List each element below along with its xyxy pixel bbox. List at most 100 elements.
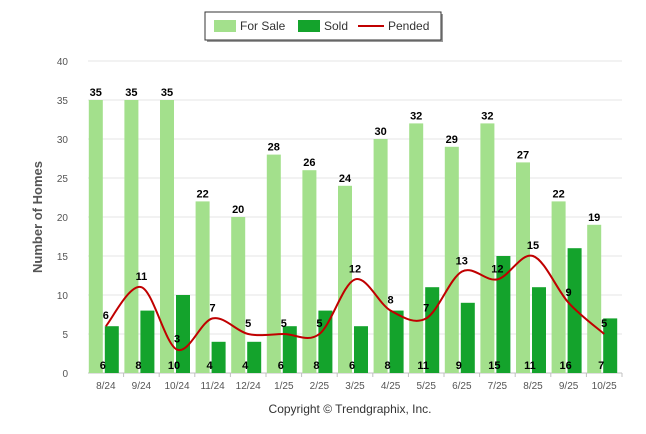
for-sale-bar [88,100,103,373]
sold-bar [318,310,333,373]
y-tick-label: 35 [57,96,69,107]
for-sale-bar [160,100,174,373]
sold-bar [354,326,368,373]
for-sale-value-label: 26 [303,157,315,169]
legend: For Sale Sold Pended [204,11,443,42]
sold-bar [211,341,226,373]
for-sale-value-label: 22 [552,188,564,200]
for-sale-bar [124,100,139,373]
x-tick-label: 3/25 [345,381,365,392]
sold-value-label: 8 [313,360,319,372]
for-sale-value-label: 27 [517,149,529,161]
x-tick-label: 4/25 [381,381,401,392]
for-sale-value-label: 22 [196,188,208,200]
y-tick-label: 10 [57,291,69,302]
for-sale-value-label: 35 [90,87,102,99]
sold-value-label: 4 [242,360,249,372]
for-sale-value-label: 24 [339,173,352,185]
for-sale-value-label: 28 [268,142,280,154]
x-tick-label: 11/24 [200,381,225,392]
x-tick-label: 10/25 [592,381,617,392]
x-tick-label: 2/25 [310,381,330,392]
pended-value-label: 5 [281,318,287,330]
for-sale-bar [516,162,530,373]
pended-value-label: 6 [103,310,109,322]
for-sale-bar [266,154,281,373]
for-sale-bar [444,146,459,373]
x-tick-label: 12/24 [236,381,261,392]
y-tick-label: 40 [57,57,69,68]
x-tick-label: 5/25 [416,381,436,392]
sold-bar [247,341,262,373]
sold-value-label: 8 [385,360,391,372]
for-sale-value-label: 30 [374,126,386,138]
for-sale-value-label: 32 [410,110,422,122]
for-sale-bar [195,201,210,373]
legend-box [204,11,442,41]
sold-value-label: 9 [456,360,462,372]
sold-value-label: 16 [559,360,571,372]
legend-label-sold: Sold [324,19,348,33]
for-sale-bar [338,185,352,373]
pended-value-label: 15 [527,240,539,252]
pended-value-label: 12 [491,263,503,275]
pended-line [105,254,605,351]
sold-value-label: 6 [100,360,106,372]
x-tick-label: 10/24 [164,381,189,392]
sold-value-label: 6 [278,360,284,372]
pended-value-label: 5 [245,318,251,330]
pended-value-label: 5 [601,318,607,330]
sold-bar [389,310,404,373]
sold-bar [140,310,155,373]
x-tick-label: 7/25 [488,381,508,392]
pended-value-label: 7 [423,302,429,314]
for-sale-value-label: 29 [446,134,458,146]
pended-value-label: 12 [349,263,361,275]
y-tick-label: 15 [57,252,69,263]
sold-bar [104,326,119,373]
pended-line-group [105,254,605,351]
pended-value-label: 8 [388,295,394,307]
for-sale-bar [587,224,602,373]
for-sale-bar [409,123,424,374]
legend-label-pended: Pended [388,19,429,33]
pended-value-label: 7 [210,302,216,314]
y-tick-label: 0 [62,369,68,380]
for-sale-value-label: 32 [481,110,493,122]
sold-value-label: 7 [598,360,604,372]
for-sale-value-label: 35 [125,87,137,99]
sold-bar [603,318,618,373]
sold-value-label: 11 [524,360,536,372]
for-sale-bar [373,139,388,373]
for-sale-value-label: 20 [232,204,244,216]
x-tick-label: 9/24 [132,381,152,392]
sold-value-label: 4 [207,360,214,372]
x-tick-label: 1/25 [274,381,294,392]
x-tick-label: 8/24 [96,381,116,392]
for-sale-bar [480,123,495,374]
bars [88,100,618,374]
copyright-credit: Copyright © Trendgraphix, Inc. [269,402,432,416]
legend-swatch-for-sale [214,20,236,32]
pended-value-label: 13 [456,256,468,268]
sold-bar [567,248,582,373]
sold-bar [460,302,475,373]
sold-bar [282,326,297,373]
x-tick-label: 6/25 [452,381,472,392]
for-sale-bar [231,217,246,373]
sold-value-label: 6 [349,360,355,372]
y-axis-title: Number of Homes [30,161,45,273]
sold-value-label: 8 [135,360,141,372]
pended-value-label: 3 [174,334,180,346]
for-sale-value-label: 19 [588,212,600,224]
sold-value-label: 15 [488,360,500,372]
sold-bar [176,295,190,373]
sold-bar [532,287,546,373]
sold-bar [496,256,511,373]
y-tick-label: 20 [57,213,69,224]
x-tick-label: 9/25 [559,381,579,392]
sold-value-label: 10 [168,360,180,372]
pended-value-label: 5 [316,318,322,330]
